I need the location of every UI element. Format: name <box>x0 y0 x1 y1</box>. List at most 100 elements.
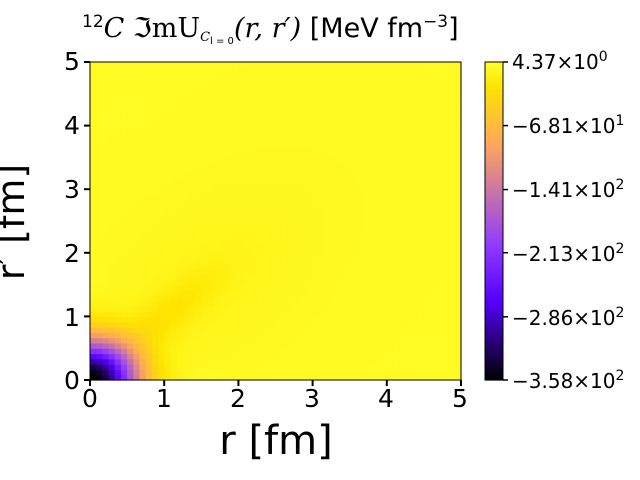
heatmap-cell <box>213 305 221 312</box>
heatmap-cell <box>232 353 239 360</box>
heatmap-cell <box>355 268 363 275</box>
heatmap-cell <box>207 289 215 296</box>
heatmap-cell <box>139 104 147 111</box>
heatmap-cell <box>145 120 153 127</box>
heatmap-cell <box>294 109 301 116</box>
heatmap-cell <box>331 279 338 286</box>
colorbar-segment <box>485 203 503 207</box>
heatmap-cell <box>145 221 153 227</box>
heatmap-cell <box>287 353 295 360</box>
heatmap-cell <box>188 136 196 143</box>
heatmap-cell <box>158 353 165 360</box>
heatmap-cell <box>368 77 376 84</box>
heatmap-cell <box>294 247 301 254</box>
heatmap-cell <box>164 337 171 344</box>
heatmap-cell <box>306 263 314 270</box>
colorbar-segment <box>485 186 503 190</box>
heatmap-cell <box>145 125 153 132</box>
heatmap-cell <box>368 258 376 264</box>
heatmap-cell <box>392 252 400 259</box>
heatmap-cell <box>436 157 444 164</box>
heatmap-cell <box>114 221 122 227</box>
heatmap-cell <box>337 327 345 333</box>
heatmap-cell <box>164 199 171 206</box>
heatmap-cell <box>417 146 425 153</box>
heatmap-cell <box>139 221 147 227</box>
heatmap-cell <box>300 157 308 164</box>
heatmap-cell <box>133 162 141 169</box>
heatmap-cell <box>374 369 382 376</box>
heatmap-cell <box>374 215 382 222</box>
heatmap-cell <box>423 316 431 323</box>
heatmap-cell <box>423 311 431 317</box>
heatmap-cell <box>430 157 437 164</box>
heatmap-cell <box>213 115 221 121</box>
heatmap-cell <box>182 263 190 270</box>
heatmap-cell <box>411 231 419 238</box>
heatmap-cell <box>362 62 369 68</box>
heatmap-cell <box>312 284 320 291</box>
heatmap-cell <box>96 300 103 307</box>
heatmap-cell <box>417 99 425 105</box>
heatmap-cell <box>294 173 301 180</box>
heatmap-cell <box>120 221 128 227</box>
heatmap-cell <box>96 231 103 238</box>
colorbar-segment <box>485 263 503 267</box>
heatmap-cell <box>312 348 320 355</box>
heatmap-cell <box>374 295 382 302</box>
heatmap-cell <box>318 152 326 158</box>
heatmap-cell <box>139 199 147 206</box>
heatmap-cell <box>362 152 369 158</box>
heatmap-cell <box>256 321 264 328</box>
heatmap-cell <box>102 258 110 264</box>
heatmap-cell <box>343 337 351 344</box>
heatmap-cell <box>256 226 264 233</box>
heatmap-cell <box>90 279 97 286</box>
heatmap-cell <box>182 62 190 68</box>
heatmap-cell <box>232 189 239 196</box>
heatmap-cell <box>213 162 221 169</box>
heatmap-cell <box>417 247 425 254</box>
heatmap-cell <box>343 247 351 254</box>
heatmap-cell <box>275 369 283 376</box>
heatmap-cell <box>188 252 196 259</box>
heatmap-cell <box>275 311 283 317</box>
heatmap-cell <box>423 332 431 339</box>
heatmap-cell <box>436 321 444 328</box>
heatmap-cell <box>436 342 444 349</box>
heatmap-cell <box>114 125 122 132</box>
heatmap-cell <box>219 210 227 217</box>
heatmap-cell <box>411 62 419 68</box>
heatmap-cell <box>195 242 202 249</box>
heatmap-cell <box>306 215 314 222</box>
heatmap-cell <box>343 311 351 317</box>
heatmap-cell <box>195 162 202 169</box>
colorbar-segment <box>485 335 503 339</box>
heatmap-cell <box>238 274 246 280</box>
heatmap-cell <box>411 327 419 333</box>
heatmap-cell <box>213 289 221 296</box>
heatmap-cell <box>102 178 110 185</box>
heatmap-cell <box>250 226 258 233</box>
heatmap-cell <box>417 183 425 190</box>
heatmap-cell <box>306 305 314 312</box>
heatmap-cell <box>213 247 221 254</box>
heatmap-cell <box>263 125 270 132</box>
heatmap-cell <box>337 77 345 84</box>
heatmap-cell <box>145 284 153 291</box>
heatmap-cell <box>417 67 425 74</box>
heatmap-cell <box>207 364 215 370</box>
heatmap-cell <box>151 295 159 302</box>
heatmap-cell <box>442 369 450 376</box>
heatmap-cell <box>219 289 227 296</box>
heatmap-cell <box>120 62 128 68</box>
heatmap-cell <box>90 289 97 296</box>
heatmap-cell <box>232 289 239 296</box>
heatmap-cell <box>300 252 308 259</box>
heatmap-cell <box>368 316 376 323</box>
heatmap-cell <box>182 168 190 174</box>
heatmap-cell <box>318 162 326 169</box>
heatmap-cell <box>145 115 153 121</box>
colorbar-segment <box>485 116 503 120</box>
heatmap-cell <box>362 284 369 291</box>
